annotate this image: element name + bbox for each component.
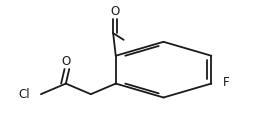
Text: O: O	[110, 5, 119, 18]
Text: F: F	[223, 76, 230, 89]
Text: O: O	[62, 55, 71, 68]
Text: Cl: Cl	[19, 88, 30, 101]
